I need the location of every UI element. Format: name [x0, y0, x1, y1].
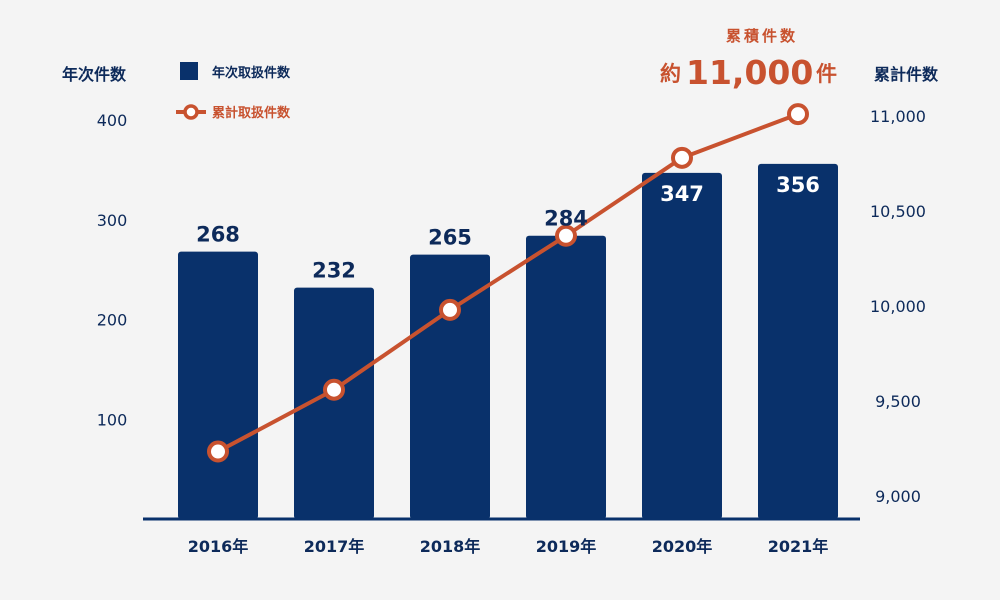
callout-prefix: 約 [660, 62, 681, 86]
x-tick-label-3: 2019年 [536, 537, 597, 556]
right-tick-label-1: 9,500 [875, 392, 921, 411]
x-tick-label-0: 2016年 [188, 537, 249, 556]
cumulative-line-layer [207, 103, 809, 463]
x-tick-label-1: 2017年 [304, 537, 365, 556]
right-tick-label-2: 10,000 [870, 297, 926, 316]
bar-value-label-4: 347 [660, 182, 704, 206]
callout-heading: 累積件数 [726, 27, 798, 45]
bar-value-label-0: 268 [196, 223, 240, 247]
cumulative-point-3 [555, 224, 577, 247]
left-tick-label-2: 300 [97, 211, 128, 230]
left-tick-label-0: 100 [97, 410, 128, 429]
x-tick-label-2: 2018年 [420, 537, 481, 556]
bar-4 [642, 172, 722, 519]
cumulative-point-2 [439, 298, 461, 321]
bars-layer [143, 163, 860, 521]
left-tick-label-1: 200 [97, 311, 128, 330]
x-tick-label-5: 2021年 [768, 537, 829, 556]
labels-layer: 268 232 265 284 347 356 2016年 2017年 2018年 2019年 20… [62, 27, 939, 556]
callout-suffix: 件 [816, 62, 837, 86]
bar-value-label-3: 284 [544, 207, 588, 231]
x-tick-label-4: 2020年 [652, 537, 713, 556]
legend-label-line: 累計取扱件数 [212, 105, 291, 121]
left-tick-label-3: 400 [97, 111, 128, 130]
cumulative-point-0 [207, 440, 229, 463]
bar-5 [758, 163, 838, 519]
bar-1 [294, 287, 374, 519]
cumulative-point-4 [671, 146, 693, 169]
cumulative-point-5 [787, 103, 809, 126]
bar-2 [410, 254, 490, 519]
left-axis-title: 年次件数 [62, 65, 127, 84]
bar-value-label-1: 232 [312, 259, 356, 283]
right-axis-title: 累計件数 [874, 65, 939, 84]
cumulative-point-1 [323, 378, 345, 401]
right-tick-label-4: 11,000 [870, 107, 926, 126]
legend-label-bar: 年次取扱件数 [212, 65, 291, 81]
legend-swatch-bar [180, 62, 198, 80]
right-tick-label-0: 9,000 [875, 487, 921, 506]
legend-marker-swatch [183, 104, 199, 120]
bar-value-label-5: 356 [776, 173, 820, 197]
cumulative-line [217, 112, 799, 454]
bar-value-label-2: 265 [428, 226, 472, 250]
bar-0 [178, 251, 258, 520]
bar-3 [526, 235, 606, 519]
callout-value: 11,000 [686, 53, 813, 92]
right-tick-label-3: 10,500 [870, 202, 926, 221]
